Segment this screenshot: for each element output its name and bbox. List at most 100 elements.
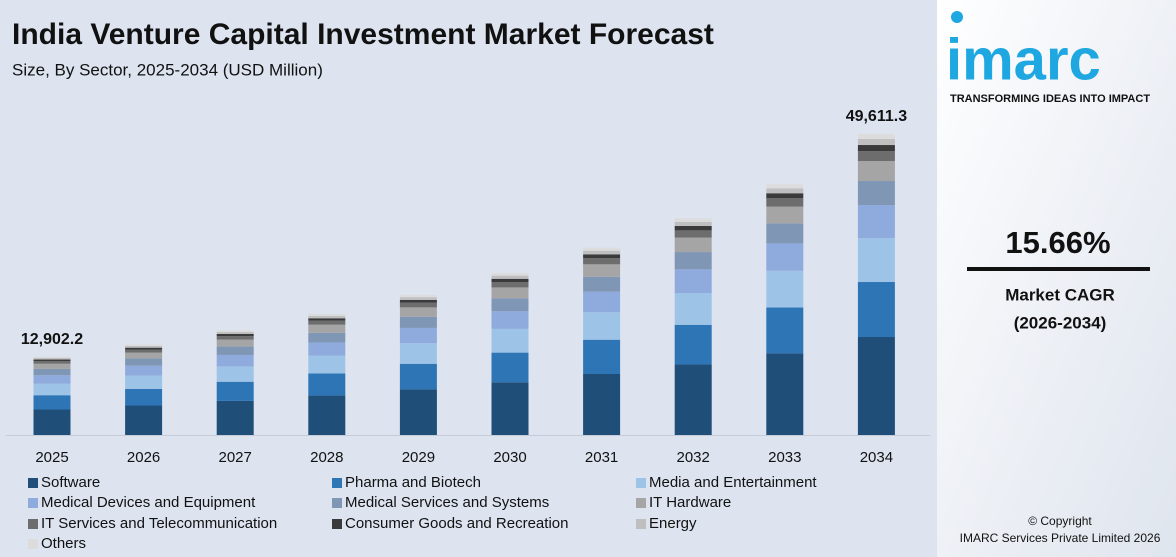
bar-segment: [308, 318, 346, 321]
bar-segment: [125, 344, 163, 346]
x-tick-label: 2025: [35, 449, 68, 466]
bar-segment: [125, 347, 163, 350]
x-tick-label: 2028: [310, 449, 343, 466]
cagr-period: (2026-2034): [1014, 313, 1107, 332]
legend-label: IT Hardware: [649, 494, 731, 511]
logo-dot: [951, 11, 963, 23]
bar-segment: [125, 365, 163, 376]
legend-swatch: [332, 498, 342, 508]
bar-segment: [399, 316, 437, 328]
copyright: © Copyright: [1028, 514, 1092, 528]
bar-segment: [857, 134, 895, 140]
bar-segment: [399, 299, 437, 303]
bar-segment: [125, 352, 163, 359]
bar-segment: [491, 278, 529, 283]
bar-segment: [674, 237, 712, 253]
bar-segment: [674, 221, 712, 227]
bar-segment: [399, 307, 437, 317]
bar-segment: [857, 145, 895, 152]
bar-segment: [125, 349, 163, 353]
bar-segment: [216, 331, 254, 335]
bar-segment: [583, 339, 621, 374]
bar-segment: [308, 342, 346, 356]
bar-segment: [491, 352, 529, 383]
bar-segment: [216, 339, 254, 347]
bar-segment: [583, 254, 621, 259]
bar-segment: [766, 193, 804, 199]
bar-segment: [216, 400, 254, 435]
bar-segment: [674, 218, 712, 222]
cagr-label: Market CAGR: [1005, 285, 1115, 304]
bar-segment: [33, 361, 71, 364]
bar-segment: [308, 395, 346, 435]
bar-segment: [399, 363, 437, 390]
bar-segment: [766, 188, 804, 194]
bar-segment: [491, 382, 529, 435]
bar-segment: [674, 226, 712, 231]
bar-segment: [857, 151, 895, 162]
bar-segment: [33, 383, 71, 396]
bar-segment: [674, 293, 712, 325]
total-label: 12,902.2: [21, 331, 83, 348]
bar-segment: [308, 324, 346, 333]
bar-segment: [308, 320, 346, 325]
bar-segment: [399, 327, 437, 344]
bar-segment: [399, 302, 437, 308]
bar-segment: [125, 358, 163, 366]
bar-segment: [308, 373, 346, 396]
legend-swatch: [332, 519, 342, 529]
bar-segment: [674, 324, 712, 365]
legend-label: Media and Entertainment: [649, 474, 817, 491]
bar-segment: [857, 238, 895, 283]
bar-segment: [308, 313, 346, 316]
x-tick-label: 2026: [127, 449, 160, 466]
bar-segment: [399, 389, 437, 435]
bar-segment: [216, 336, 254, 340]
bar-segment: [125, 375, 163, 389]
bar-segment: [33, 358, 71, 360]
bar-segment: [491, 287, 529, 299]
bar-segment: [33, 363, 71, 369]
bar-segment: [216, 366, 254, 382]
cagr-value: 15.66%: [1005, 225, 1110, 260]
bar-segment: [33, 409, 71, 435]
bar-segment: [766, 184, 804, 189]
bar-segment: [766, 307, 804, 354]
x-tick-label: 2031: [585, 449, 618, 466]
bar-segment: [399, 294, 437, 298]
bar-segment: [216, 354, 254, 367]
legend-swatch: [332, 478, 342, 488]
bar-segment: [857, 337, 895, 435]
x-tick-label: 2033: [768, 449, 801, 466]
bar-segment: [491, 272, 529, 276]
bar-segment: [766, 206, 804, 224]
bar-segment: [583, 258, 621, 265]
bar-segment: [583, 264, 621, 277]
bar-segment: [766, 223, 804, 244]
legend-swatch: [28, 539, 38, 549]
bar-segment: [33, 359, 71, 362]
bar-segment: [491, 298, 529, 312]
bar-segment: [33, 375, 71, 384]
bar-segment: [216, 330, 254, 332]
legend-swatch: [28, 478, 38, 488]
bar-segment: [216, 346, 254, 355]
total-label: 49,611.3: [846, 108, 908, 125]
bar-segment: [125, 345, 163, 348]
chart-subtitle: Size, By Sector, 2025-2034 (USD Million): [12, 60, 323, 79]
bar-segment: [491, 275, 529, 279]
legend-label: Software: [41, 474, 100, 491]
bar-segment: [583, 247, 621, 251]
sidebar-background: [937, 0, 1176, 557]
tagline: TRANSFORMING IDEAS INTO IMPACT: [950, 93, 1150, 105]
bar-segment: [125, 388, 163, 406]
legend-swatch: [636, 519, 646, 529]
bar-segment: [857, 139, 895, 146]
company: IMARC Services Private Limited 2026: [960, 531, 1161, 545]
bar-segment: [308, 355, 346, 374]
bar-segment: [491, 328, 529, 353]
x-tick-label: 2032: [677, 449, 710, 466]
bar-segment: [33, 395, 71, 410]
